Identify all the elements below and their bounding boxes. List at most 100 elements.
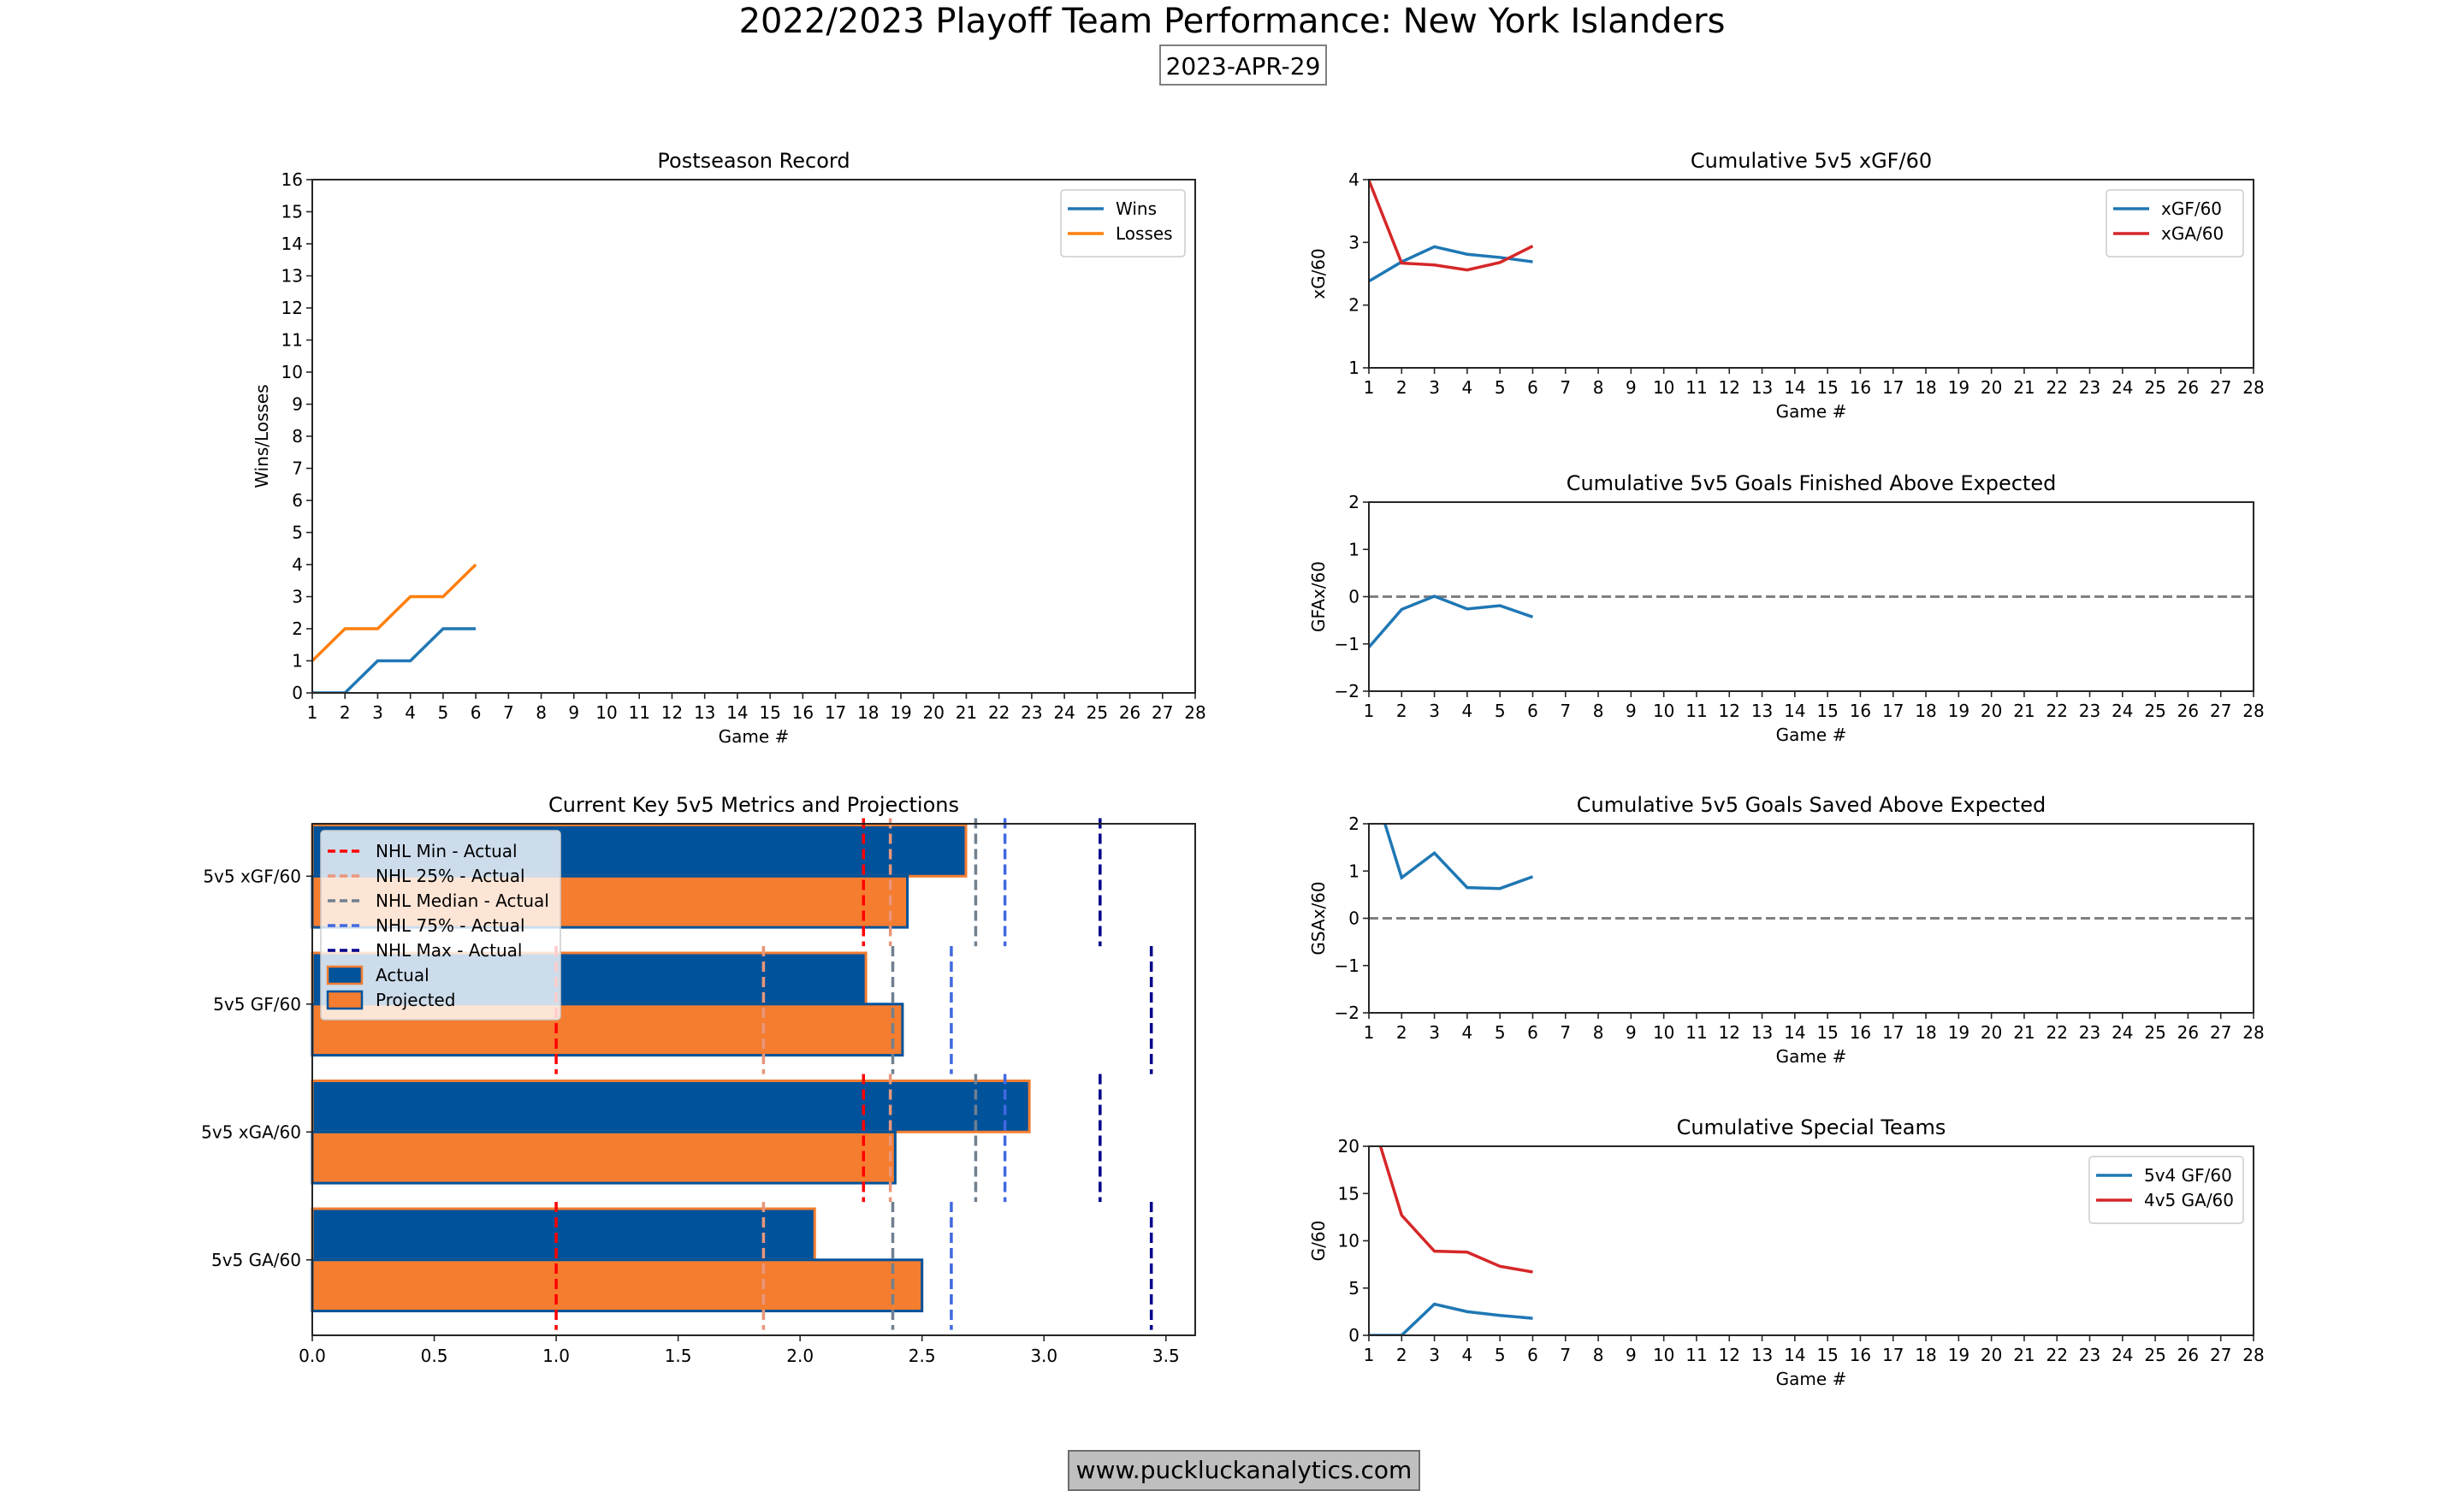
x-tick-label: 19 <box>890 702 911 723</box>
x-tick-label: 7 <box>1560 1345 1571 1365</box>
legend-box <box>2088 1156 2244 1224</box>
chart-title: Cumulative 5v5 Goals Finished Above Expe… <box>1567 471 2057 495</box>
y-tick-label: 0 <box>292 683 303 703</box>
x-tick-label: 1.5 <box>665 1346 692 1366</box>
x-tick-label: 9 <box>568 702 579 723</box>
x-tick-label: 27 <box>1152 702 1173 723</box>
x-tick-label: 15 <box>1816 1022 1838 1043</box>
x-tick-label: 15 <box>1816 377 1838 398</box>
website-footer: www.puckluckanalytics.com <box>1068 1450 1420 1491</box>
x-tick-label: 9 <box>1626 701 1637 721</box>
axes-frame <box>1368 179 2254 369</box>
x-tick-label: 2.5 <box>909 1346 936 1366</box>
legend-label: NHL 75% - Actual <box>376 915 525 936</box>
x-tick-label: 27 <box>2210 377 2231 398</box>
chart-xg: Cumulative 5v5 xGF/601 2 3 4 5 6 7 8 9 10 11 12 13 14… <box>1308 149 2265 422</box>
legend-label: NHL Median - Actual <box>376 890 549 911</box>
x-tick-label: 18 <box>1915 1022 1936 1043</box>
x-tick-label: 0.5 <box>421 1346 448 1366</box>
x-tick-label: 2 <box>1396 701 1407 721</box>
x-tick-label: 19 <box>1948 701 1969 721</box>
x-tick-label: 14 <box>1784 377 1805 398</box>
x-tick-label: 26 <box>2177 1022 2199 1043</box>
x-tick-label: 9 <box>1626 1022 1637 1043</box>
x-tick-label: 27 <box>2210 1022 2231 1043</box>
x-tick-label: 1.0 <box>542 1346 570 1366</box>
series-line-xgf-60 <box>1369 245 1533 283</box>
x-tick-label: 24 <box>1053 702 1075 723</box>
x-tick-label: 15 <box>759 702 780 723</box>
chart-gsax: Cumulative 5v5 Goals Saved Above Expecte… <box>1308 793 2265 1067</box>
x-tick-label: 20 <box>922 702 944 723</box>
x-tick-label: 23 <box>2079 1345 2100 1365</box>
x-tick-label: 5 <box>438 702 449 723</box>
x-tick-label: 14 <box>1784 701 1805 721</box>
x-tick-label: 10 <box>1653 1345 1674 1365</box>
x-tick-label: 5 <box>1495 1022 1506 1043</box>
x-tick-label: 20 <box>1981 1022 2002 1043</box>
x-tick-label: 16 <box>1850 377 1871 398</box>
x-tick-label: 13 <box>1751 1022 1773 1043</box>
x-tick-label: 8 <box>1593 377 1604 398</box>
x-tick-label: 16 <box>1850 1022 1871 1043</box>
x-tick-label: 17 <box>825 702 846 723</box>
legend-label: xGA/60 <box>2161 223 2224 244</box>
x-axis-label: Game # <box>1776 1046 1847 1067</box>
x-tick-label: 24 <box>2112 1022 2133 1043</box>
x-tick-label: 4 <box>1462 377 1473 398</box>
x-tick-label: 25 <box>2144 701 2165 721</box>
x-tick-label: 21 <box>2013 1022 2035 1043</box>
x-tick-label: 9 <box>1626 1345 1637 1365</box>
y-tick-label: 1 <box>1348 358 1359 378</box>
x-tick-label: 12 <box>1719 1022 1740 1043</box>
x-tick-label: 23 <box>2079 1022 2100 1043</box>
x-axis-label: Game # <box>1776 725 1847 745</box>
series-line-gfax-60 <box>1369 595 1534 648</box>
x-tick-label: 19 <box>1948 377 1969 398</box>
x-tick-label: 1 <box>1364 701 1375 721</box>
x-tick-label: 6 <box>1527 701 1538 721</box>
y-axis-label: G/60 <box>1308 1221 1329 1262</box>
y-tick-label: 9 <box>292 394 303 415</box>
chart-title: Current Key 5v5 Metrics and Projections <box>548 793 959 817</box>
bar-projected <box>311 1258 924 1313</box>
x-tick-label: 4 <box>1462 1022 1473 1043</box>
x-axis-label: Game # <box>1776 1369 1847 1389</box>
x-tick-label: 22 <box>2046 701 2067 721</box>
x-tick-label: 3 <box>1429 377 1440 398</box>
category-label: 5v5 GF/60 <box>213 994 301 1015</box>
x-tick-label: 6 <box>1527 377 1538 398</box>
x-tick-label: 2 <box>1396 1345 1407 1365</box>
legend: 5v4 GF/60 4v5 GA/60 <box>2088 1156 2244 1224</box>
series-line-xga-60 <box>1369 180 1534 272</box>
x-tick-label: 11 <box>628 702 649 723</box>
legend: xGF/60 xGA/60 <box>2106 189 2244 257</box>
x-tick-label: 22 <box>2046 1345 2067 1365</box>
x-tick-label: 0.0 <box>299 1346 326 1366</box>
x-tick-label: 26 <box>1119 702 1140 723</box>
x-tick-label: 25 <box>2144 1022 2165 1043</box>
x-tick-label: 1 <box>1364 1022 1375 1043</box>
series-line-losses <box>312 563 477 662</box>
x-tick-label: 13 <box>1751 377 1773 398</box>
x-tick-label: 17 <box>1882 701 1904 721</box>
y-tick-label: 7 <box>292 459 303 479</box>
x-tick-label: 24 <box>2112 701 2133 721</box>
x-tick-label: 22 <box>2046 377 2067 398</box>
x-tick-label: 10 <box>595 702 617 723</box>
y-tick-label: 0 <box>1348 1325 1359 1346</box>
x-tick-label: 28 <box>2242 377 2264 398</box>
x-tick-label: 17 <box>1882 377 1904 398</box>
y-tick-label: 8 <box>292 426 303 447</box>
x-tick-label: 20 <box>1981 701 2002 721</box>
x-tick-label: 2 <box>1396 1022 1407 1043</box>
x-tick-label: 21 <box>956 702 977 723</box>
x-tick-label: 20 <box>1981 377 2002 398</box>
x-tick-label: 7 <box>503 702 514 723</box>
chart-gfax: Cumulative 5v5 Goals Finished Above Expe… <box>1308 471 2265 745</box>
x-tick-label: 21 <box>2013 1345 2035 1365</box>
series-line-5v4-gf-60 <box>1369 1302 1533 1335</box>
x-tick-label: 2 <box>340 702 351 723</box>
x-tick-label: 13 <box>1751 1345 1773 1365</box>
